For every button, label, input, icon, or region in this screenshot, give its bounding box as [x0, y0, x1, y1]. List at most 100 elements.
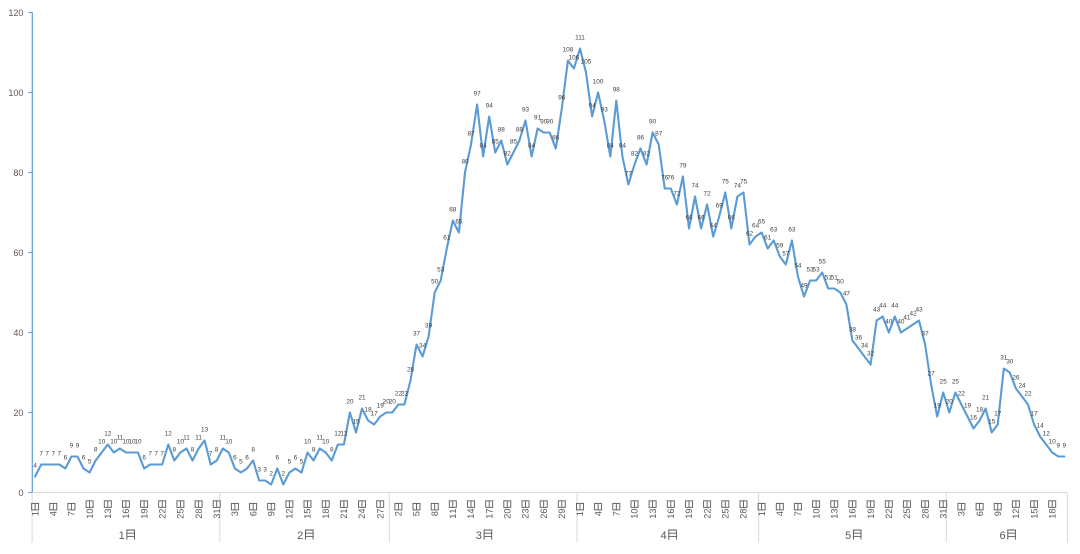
svg-text:6: 6 [248, 511, 258, 516]
svg-text:9: 9 [1057, 443, 1061, 450]
svg-text:40: 40 [885, 319, 893, 326]
svg-text:50: 50 [431, 279, 439, 286]
svg-text:6: 6 [999, 530, 1005, 542]
svg-text:28: 28 [920, 509, 930, 519]
svg-text:27: 27 [375, 509, 385, 519]
svg-text:25: 25 [721, 509, 731, 519]
svg-text:44: 44 [891, 303, 899, 310]
svg-text:7: 7 [67, 511, 77, 516]
svg-text:9: 9 [70, 443, 74, 450]
svg-text:21: 21 [339, 509, 349, 519]
svg-text:18: 18 [365, 407, 373, 414]
svg-text:11: 11 [195, 435, 202, 442]
svg-text:15: 15 [988, 419, 996, 426]
svg-text:22: 22 [958, 391, 966, 398]
svg-text:25: 25 [902, 509, 912, 519]
svg-text:85: 85 [492, 139, 500, 146]
svg-text:24: 24 [357, 509, 367, 519]
svg-text:77: 77 [625, 171, 633, 178]
svg-text:60: 60 [13, 248, 23, 258]
svg-text:64: 64 [752, 223, 760, 230]
svg-text:72: 72 [704, 191, 712, 198]
svg-text:90: 90 [649, 119, 657, 126]
svg-text:43: 43 [915, 307, 923, 314]
svg-text:76: 76 [667, 175, 675, 182]
svg-text:106: 106 [569, 55, 580, 62]
svg-text:34: 34 [419, 343, 427, 350]
svg-text:28: 28 [194, 509, 204, 519]
svg-text:8: 8 [251, 447, 255, 454]
svg-text:51: 51 [831, 275, 839, 282]
svg-text:22: 22 [884, 509, 894, 519]
svg-text:6: 6 [142, 455, 146, 462]
svg-text:68: 68 [449, 207, 457, 214]
svg-text:88: 88 [516, 127, 524, 134]
svg-text:6: 6 [245, 455, 249, 462]
svg-text:90: 90 [540, 119, 548, 126]
svg-text:26: 26 [1012, 375, 1020, 382]
svg-text:84: 84 [619, 143, 627, 150]
svg-text:1: 1 [30, 511, 40, 516]
svg-text:100: 100 [593, 79, 604, 86]
svg-text:6: 6 [64, 455, 68, 462]
svg-text:4: 4 [593, 511, 603, 516]
svg-text:1: 1 [575, 511, 585, 516]
svg-text:7: 7 [160, 451, 164, 458]
svg-text:108: 108 [563, 47, 574, 54]
svg-text:25: 25 [176, 509, 186, 519]
svg-text:10: 10 [128, 439, 136, 446]
svg-text:3: 3 [257, 467, 261, 474]
svg-text:53: 53 [813, 267, 821, 274]
svg-text:9: 9 [1063, 443, 1067, 450]
svg-text:20: 20 [13, 408, 23, 418]
svg-text:94: 94 [486, 103, 494, 110]
svg-text:36: 36 [855, 335, 863, 342]
svg-text:22: 22 [395, 391, 403, 398]
svg-text:18: 18 [976, 407, 984, 414]
svg-text:4: 4 [49, 511, 59, 516]
svg-text:7: 7 [45, 451, 49, 458]
svg-text:27: 27 [928, 371, 936, 378]
svg-text:47: 47 [843, 291, 851, 298]
svg-text:14: 14 [1037, 423, 1045, 430]
svg-text:84: 84 [480, 143, 488, 150]
svg-text:7: 7 [154, 451, 158, 458]
svg-text:3: 3 [263, 467, 267, 474]
svg-text:28: 28 [739, 509, 749, 519]
svg-text:12: 12 [1043, 431, 1051, 438]
svg-text:65: 65 [758, 219, 766, 226]
svg-text:85: 85 [510, 139, 518, 146]
svg-text:15: 15 [303, 509, 313, 519]
svg-text:20: 20 [503, 509, 513, 519]
svg-text:4: 4 [33, 463, 37, 470]
svg-text:66: 66 [685, 215, 693, 222]
svg-text:17: 17 [371, 411, 379, 418]
svg-text:54: 54 [794, 263, 802, 270]
svg-text:37: 37 [922, 331, 930, 338]
svg-text:8: 8 [215, 447, 219, 454]
svg-text:16: 16 [970, 415, 978, 422]
svg-text:10: 10 [177, 439, 185, 446]
svg-text:11: 11 [316, 435, 323, 442]
svg-text:84: 84 [528, 143, 536, 150]
svg-text:26: 26 [539, 509, 549, 519]
svg-text:5: 5 [88, 459, 92, 466]
svg-text:0: 0 [18, 488, 23, 498]
svg-text:61: 61 [764, 235, 772, 242]
svg-text:30: 30 [1006, 359, 1014, 366]
svg-text:79: 79 [679, 163, 687, 170]
svg-text:91: 91 [534, 115, 542, 122]
svg-text:21: 21 [358, 395, 366, 402]
svg-text:59: 59 [776, 243, 784, 250]
svg-text:19: 19 [964, 403, 972, 410]
svg-text:86: 86 [637, 135, 645, 142]
svg-text:7: 7 [39, 451, 43, 458]
svg-text:3: 3 [230, 511, 240, 516]
svg-text:37: 37 [413, 331, 421, 338]
svg-text:13: 13 [830, 509, 840, 519]
svg-text:7: 7 [793, 511, 803, 516]
svg-text:16: 16 [121, 509, 131, 519]
svg-text:10: 10 [122, 439, 130, 446]
svg-text:87: 87 [655, 131, 663, 138]
svg-text:49: 49 [800, 283, 808, 290]
